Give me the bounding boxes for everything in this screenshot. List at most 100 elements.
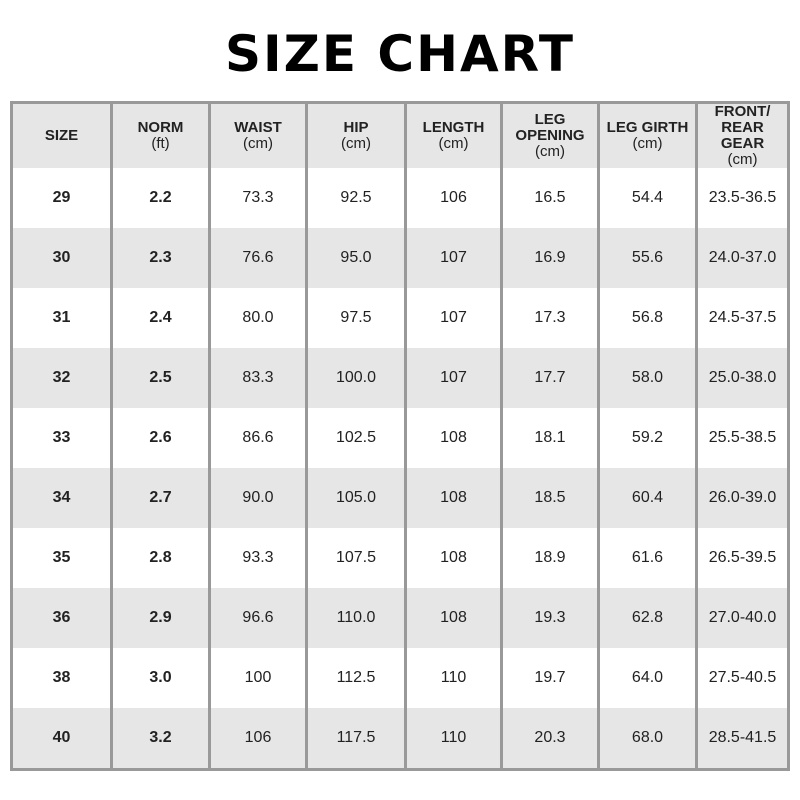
cell-hip: 117.5 bbox=[305, 708, 406, 770]
cell-norm: 2.7 bbox=[110, 468, 210, 528]
column-header-label: SIZE bbox=[44, 127, 79, 144]
cell-hip: 105.0 bbox=[305, 468, 406, 528]
cell-norm: 2.8 bbox=[110, 528, 210, 588]
cell-length: 106 bbox=[404, 168, 502, 228]
cell-hip: 102.5 bbox=[305, 408, 406, 468]
cell-front-rear-gear: 24.5-37.5 bbox=[695, 288, 789, 348]
cell-size: 33 bbox=[52, 429, 71, 446]
cell-waist: 73.3 bbox=[208, 168, 307, 228]
cell-norm: 2.6 bbox=[110, 408, 210, 468]
table-row: 35 2.8 93.3 107.5 108 18.9 61.6 26.5-39.5 bbox=[12, 528, 789, 588]
cell-hip: 100.0 bbox=[305, 348, 406, 408]
column-header-label: LENGTH bbox=[422, 119, 485, 136]
cell-norm: 2.3 bbox=[110, 228, 210, 288]
cell-norm: 2.4 bbox=[110, 288, 210, 348]
cell-length: 108 bbox=[404, 528, 502, 588]
cell-hip: 110.0 bbox=[305, 588, 406, 648]
table-row: 33 2.6 86.6 102.5 108 18.1 59.2 25.5-38.5 bbox=[12, 408, 789, 468]
cell-leg-girth: 60.4 bbox=[597, 468, 697, 528]
column-header-length: LENGTH (cm) bbox=[404, 102, 502, 168]
table-row: 34 2.7 90.0 105.0 108 18.5 60.4 26.0-39.0 bbox=[11, 468, 789, 528]
table-row: 31 2.4 80.0 97.5 107 17.3 56.8 24.5-37.5 bbox=[12, 288, 789, 348]
cell-front-rear-gear: 26.0-39.0 bbox=[695, 468, 789, 528]
cell-leg-opening: 20.3 bbox=[500, 708, 599, 770]
cell-front-rear-gear: 27.0-40.0 bbox=[695, 588, 789, 648]
cell-leg-opening: 19.7 bbox=[500, 648, 599, 708]
cell-size: 29 bbox=[52, 189, 71, 206]
cell-size: 32 bbox=[11, 348, 112, 408]
cell-leg-girth: 62.8 bbox=[597, 588, 697, 648]
table-row: 32 2.5 83.3 100.0 107 17.7 58.0 25.0-38.0 bbox=[11, 348, 789, 408]
cell-length: 107 bbox=[404, 228, 502, 288]
table-row: 40 3.2 106 117.5 110 20.3 68.0 28.5-41.5 bbox=[11, 708, 789, 770]
cell-length: 110 bbox=[404, 648, 502, 708]
column-header-label: FRONT/ REAR GEAR bbox=[714, 103, 771, 152]
cell-size: 30 bbox=[11, 228, 112, 288]
column-header-unit: (cm) bbox=[438, 135, 469, 152]
cell-waist: 83.3 bbox=[208, 348, 307, 408]
cell-norm: 2.2 bbox=[110, 168, 210, 228]
column-header-waist: WAIST (cm) bbox=[208, 102, 307, 168]
table-row: 36 2.9 96.6 110.0 108 19.3 62.8 27.0-40.0 bbox=[11, 588, 789, 648]
cell-norm: 3.0 bbox=[110, 648, 210, 708]
cell-leg-opening: 19.3 bbox=[500, 588, 599, 648]
cell-size: 38 bbox=[52, 669, 71, 686]
cell-hip: 97.5 bbox=[305, 288, 406, 348]
column-header-label: NORM bbox=[137, 119, 184, 136]
page-title: SIZE CHART bbox=[224, 25, 576, 83]
cell-norm: 2.9 bbox=[110, 588, 210, 648]
cell-waist: 100 bbox=[208, 648, 307, 708]
cell-leg-girth: 61.6 bbox=[597, 528, 697, 588]
column-header-label: HIP bbox=[343, 119, 369, 136]
cell-length: 107 bbox=[404, 288, 502, 348]
cell-front-rear-gear: 27.5-40.5 bbox=[695, 648, 789, 708]
cell-leg-girth: 68.0 bbox=[597, 708, 697, 770]
column-header-unit: (cm) bbox=[341, 135, 371, 152]
cell-size: 40 bbox=[11, 708, 112, 770]
cell-leg-opening: 18.5 bbox=[500, 468, 599, 528]
column-header-front-rear-gear: FRONT/ REAR GEAR (cm) bbox=[695, 102, 789, 168]
cell-hip: 112.5 bbox=[305, 648, 406, 708]
size-chart-table: SIZE NORM (ft) WAIST (cm) HIP (cm) LENGTH (cm) LE… bbox=[10, 101, 790, 771]
table-row: 38 3.0 100 112.5 110 19.7 64.0 27.5-40.5 bbox=[12, 648, 789, 708]
cell-length: 110 bbox=[404, 708, 502, 770]
header-row: SIZE NORM (ft) WAIST (cm) HIP (cm) LENGTH (cm) LE… bbox=[11, 102, 789, 168]
cell-waist: 86.6 bbox=[208, 408, 307, 468]
column-header-label: WAIST bbox=[234, 119, 282, 136]
cell-norm: 3.2 bbox=[110, 708, 210, 770]
cell-leg-girth: 56.8 bbox=[597, 288, 697, 348]
cell-leg-opening: 16.5 bbox=[500, 168, 599, 228]
cell-front-rear-gear: 23.5-36.5 bbox=[695, 168, 789, 228]
column-header-size: SIZE bbox=[11, 102, 112, 168]
cell-leg-girth: 58.0 bbox=[597, 348, 697, 408]
cell-length: 108 bbox=[404, 468, 502, 528]
cell-waist: 90.0 bbox=[208, 468, 307, 528]
cell-waist: 93.3 bbox=[208, 528, 307, 588]
table-row: 30 2.3 76.6 95.0 107 16.9 55.6 24.0-37.0 bbox=[11, 228, 789, 288]
cell-hip: 95.0 bbox=[305, 228, 406, 288]
cell-hip: 92.5 bbox=[305, 168, 406, 228]
cell-size: 35 bbox=[52, 549, 71, 566]
column-header-label: LEG GIRTH bbox=[606, 119, 689, 136]
column-header-unit: (cm) bbox=[727, 151, 758, 168]
cell-waist: 76.6 bbox=[208, 228, 307, 288]
cell-front-rear-gear: 28.5-41.5 bbox=[695, 708, 789, 770]
cell-leg-opening: 18.1 bbox=[500, 408, 599, 468]
cell-length: 108 bbox=[404, 588, 502, 648]
column-header-leg-opening: LEG OPENING (cm) bbox=[500, 102, 599, 168]
cell-size: 36 bbox=[11, 588, 112, 648]
cell-leg-opening: 17.7 bbox=[500, 348, 599, 408]
cell-hip: 107.5 bbox=[305, 528, 406, 588]
cell-leg-opening: 18.9 bbox=[500, 528, 599, 588]
column-header-norm: NORM (ft) bbox=[110, 102, 210, 168]
cell-leg-girth: 64.0 bbox=[597, 648, 697, 708]
column-header-unit: (cm) bbox=[535, 143, 565, 160]
cell-front-rear-gear: 25.5-38.5 bbox=[695, 408, 789, 468]
cell-waist: 80.0 bbox=[208, 288, 307, 348]
cell-leg-girth: 59.2 bbox=[597, 408, 697, 468]
cell-size: 31 bbox=[52, 309, 71, 326]
cell-front-rear-gear: 25.0-38.0 bbox=[695, 348, 789, 408]
column-header-label: LEG OPENING bbox=[515, 111, 585, 144]
cell-leg-opening: 17.3 bbox=[500, 288, 599, 348]
cell-leg-girth: 54.4 bbox=[597, 168, 697, 228]
